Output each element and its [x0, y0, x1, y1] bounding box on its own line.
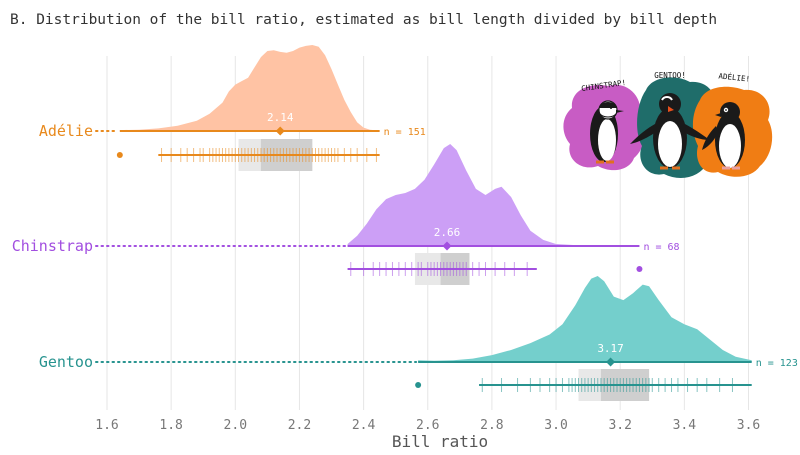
x-tick-label: 3.4: [673, 418, 697, 433]
x-tick-label: 3.6: [737, 418, 760, 433]
series-adlie: Adélie 2.14 n = 151: [39, 45, 426, 171]
x-tick-label: 3.0: [544, 418, 567, 433]
density-cloud: [119, 45, 380, 131]
outlier-point: [415, 382, 422, 388]
series-gentoo: Gentoo 3.17 n = 123: [39, 276, 798, 401]
penguin-illustration: CHINSTRAP! GENTOO! ADÉLIE!: [563, 71, 773, 178]
chinstrap-cap: [599, 102, 617, 108]
median-label: 2.66: [434, 226, 461, 239]
adelie-belly: [719, 124, 741, 168]
x-tick-label: 2.6: [416, 418, 439, 433]
chinstrap-penguin: [590, 100, 624, 164]
x-tick-label: 2.4: [352, 418, 376, 433]
adelie-penguin: [702, 102, 745, 170]
series-chinstrap: Chinstrap 2.66 n = 68: [12, 144, 680, 285]
n-label: n = 123: [756, 358, 798, 369]
x-tick-label: 1.6: [95, 418, 118, 433]
illustration-label-gentoo: GENTOO!: [654, 71, 686, 80]
chinstrap-belly: [598, 119, 616, 161]
median-marker: [606, 357, 616, 367]
species-label: Adélie: [39, 122, 93, 140]
gentoo-belly: [658, 121, 682, 167]
x-axis-ticks: 1.6 1.8 2.0 2.2 2.4 2.6 2.8 3.0 3.2 3.4 3.6: [95, 418, 760, 433]
x-tick-label: 3.2: [608, 418, 631, 433]
x-axis-label: Bill ratio: [392, 432, 488, 451]
illustration-label-adelie: ADÉLIE!: [718, 71, 750, 83]
outlier-point: [116, 152, 123, 158]
x-tick-label: 2.2: [288, 418, 311, 433]
gentoo-eye-patch: [661, 96, 673, 101]
gentoo-head: [659, 93, 681, 115]
chinstrap-beak: [616, 110, 624, 113]
density-cloud: [418, 276, 752, 362]
chinstrap-strap: [599, 113, 617, 118]
density-cloud: [347, 144, 640, 246]
species-label: Chinstrap: [12, 237, 93, 255]
adelie-flipper: [702, 126, 718, 150]
median-marker: [275, 126, 285, 136]
gentoo-beak: [668, 106, 674, 112]
x-tick-label: 2.0: [224, 418, 247, 433]
adelie-beak: [715, 113, 721, 117]
x-tick-label: 1.8: [159, 418, 182, 433]
gentoo-flipper-left: [630, 124, 656, 144]
median-label: 3.17: [597, 342, 624, 355]
outlier-point: [636, 266, 643, 272]
series-layer: Adélie 2.14 n = 151 Chinstrap 2.66 n = 68 Gent…: [12, 45, 798, 401]
n-label: n = 151: [384, 127, 426, 138]
gentoo-penguin: [630, 93, 710, 170]
chart-title: B. Distribution of the bill ratio, estim…: [10, 12, 717, 28]
species-label: Gentoo: [39, 353, 93, 371]
x-tick-label: 2.8: [480, 418, 503, 433]
n-label: n = 68: [643, 242, 679, 253]
median-marker: [442, 241, 452, 251]
gentoo-flipper-right: [684, 124, 710, 140]
adelie-head: [720, 102, 740, 122]
chinstrap-eye: [610, 107, 612, 109]
median-label: 2.14: [267, 111, 294, 124]
adelie-eye: [725, 109, 727, 111]
